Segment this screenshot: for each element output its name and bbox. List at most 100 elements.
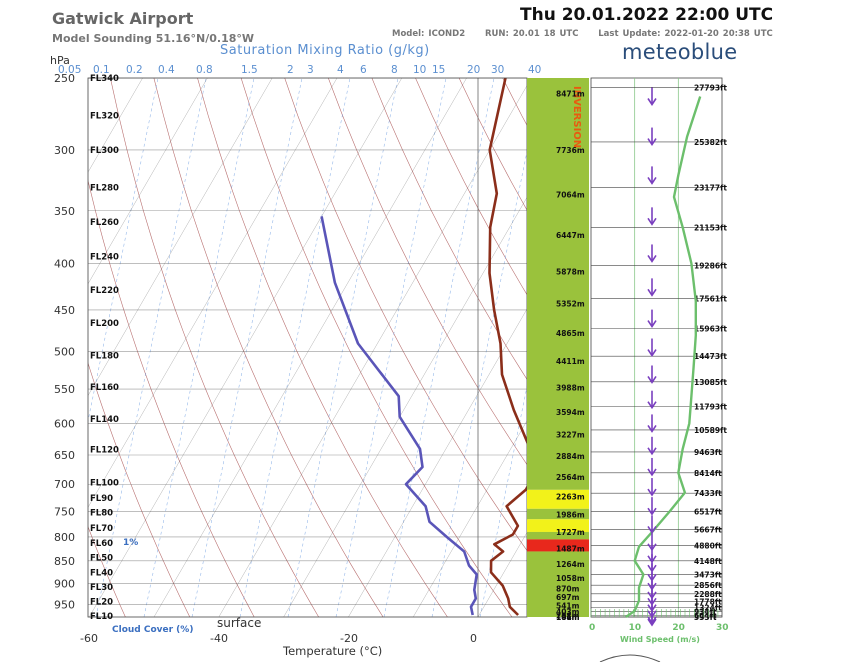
dry-adiabat-line (808, 78, 857, 625)
height-label-ft: 25382ft (694, 138, 727, 147)
pressure-tick-label: 650 (54, 449, 75, 462)
isotherm-line (88, 78, 208, 285)
dry-adiabat-line (371, 78, 527, 380)
model-run: RUN: 20.01 18 UTC (484, 29, 579, 39)
compass-arc (599, 654, 661, 662)
pressure-tick-label: 500 (54, 345, 75, 358)
height-label-m: 288m (556, 611, 580, 620)
pressure-tick-label: 950 (54, 599, 75, 612)
height-label-m: 7736m (556, 146, 585, 155)
flight-level-label: FL70 (90, 524, 113, 534)
height-label-ft: 2856ft (694, 581, 722, 590)
isotherm-line (0, 78, 13, 617)
meteoblue-logo: meteoblue (622, 40, 738, 64)
temperature-tick-label: -60 (80, 632, 98, 645)
height-label-m: 5352m (556, 300, 585, 309)
isotherm-line (88, 78, 338, 508)
wind-arrow-head (647, 507, 657, 516)
saturation-mixing-ratio-line (191, 78, 303, 617)
height-label-m: 1264m (556, 560, 585, 569)
y-axis-label: hPa (50, 54, 70, 67)
flight-level-label: FL120 (90, 446, 119, 456)
mixing-ratio-tick-label: 0.4 (158, 64, 175, 76)
mixing-ratio-tick-label: 6 (360, 64, 367, 76)
wind-speed-tick-label: 30 (716, 623, 729, 633)
height-label-ft: 15963ft (694, 325, 727, 334)
pressure-tick-label: 300 (54, 144, 75, 157)
wind-arrow-head (647, 424, 657, 433)
wind-direction-arrow (647, 390, 657, 410)
height-label-m: 4411m (556, 357, 585, 366)
dry-adiabat-line (328, 78, 527, 466)
isotherm-line (153, 78, 467, 617)
wind-direction-arrow (647, 244, 657, 263)
inversion-label: INVERSION (571, 86, 582, 148)
wind-direction-arrow (647, 515, 657, 534)
pressure-tick-label: 600 (54, 417, 75, 430)
height-label-ft: 3473ft (694, 571, 722, 580)
flight-level-label: FL240 (90, 252, 119, 262)
mixing-ratio-tick-label: 10 (413, 64, 426, 76)
dry-adiabat-line (764, 78, 857, 625)
station-title: Gatwick Airport (52, 9, 194, 28)
wind-direction-arrow (647, 478, 657, 497)
wind-direction-arrow (647, 127, 657, 147)
flight-level-label: FL80 (90, 509, 113, 519)
height-label-ft: 27793ft (694, 83, 727, 92)
pressure-tick-label: 900 (54, 577, 75, 590)
mixing-ratio-tick-label: 4 (337, 64, 344, 76)
height-label-ft: 9463ft (694, 448, 722, 457)
flight-level-label: FL10 (90, 612, 113, 622)
cloud-layer-yellow (527, 489, 589, 509)
height-label-ft: 21153ft (694, 223, 727, 232)
height-label-m: 870m (556, 585, 580, 594)
temperature-tick-label: 0 (470, 632, 477, 645)
wind-direction-arrow (647, 166, 657, 185)
height-label-ft: 23177ft (694, 184, 727, 193)
height-label-m: 8471m (556, 89, 585, 98)
cloud-layer-green (527, 78, 589, 490)
height-label-m: 3988m (556, 384, 585, 393)
wind-speed-tick-label: 0 (589, 623, 595, 633)
height-label-m: 1058m (556, 574, 585, 583)
cloud-layer-green (527, 531, 589, 540)
isotherm-line (737, 78, 857, 617)
pressure-tick-label: 350 (54, 205, 75, 218)
saturation-mixing-ratio-line (95, 78, 207, 617)
height-label-ft: 1778ft (694, 597, 722, 606)
height-label-ft: 5667ft (694, 525, 722, 534)
wind-direction-arrow (647, 414, 657, 433)
pressure-tick-label: 550 (54, 383, 75, 396)
cloud-layer-green (527, 551, 589, 617)
height-label-ft: 934ft (694, 608, 717, 617)
flight-level-label: FL30 (90, 583, 113, 593)
pressure-tick-label: 400 (54, 257, 75, 270)
height-label-ft: 14473ft (694, 352, 727, 361)
dry-adiabat-line (153, 78, 384, 617)
mixing-ratio-tick-label: 40 (528, 64, 541, 76)
isotherm-line (88, 78, 273, 397)
wind-arrow-head (647, 176, 657, 185)
height-label-m: 4865m (556, 329, 585, 338)
flight-level-label: FL180 (90, 351, 119, 361)
wind-arrow-head (647, 447, 657, 456)
dewpoint-line (320, 216, 479, 616)
wind-arrow-head (647, 98, 657, 106)
mixing-ratio-tick-label: 0.2 (126, 64, 143, 76)
saturation-mixing-ratio-line (143, 78, 255, 617)
height-label-ft: 7433ft (694, 489, 722, 498)
isotherm-line (218, 85, 527, 617)
wind-arrow-head (647, 138, 657, 147)
cloud-layer-yellow (527, 519, 589, 532)
isotherm-line (283, 196, 527, 617)
flight-level-label: FL40 (90, 568, 113, 578)
pressure-tick-label: 450 (54, 304, 75, 317)
height-label-m: 1727m (556, 528, 585, 537)
height-label-m: 3594m (556, 408, 585, 417)
saturation-mixing-ratio-line (88, 78, 159, 423)
wind-direction-arrow (647, 309, 657, 329)
height-label-ft: 17561ft (694, 294, 727, 303)
flight-level-label: FL300 (90, 146, 119, 156)
dry-adiabat-line (284, 78, 527, 552)
forecast-datetime: Thu 20.01.2022 22:00 UTC (520, 5, 774, 25)
